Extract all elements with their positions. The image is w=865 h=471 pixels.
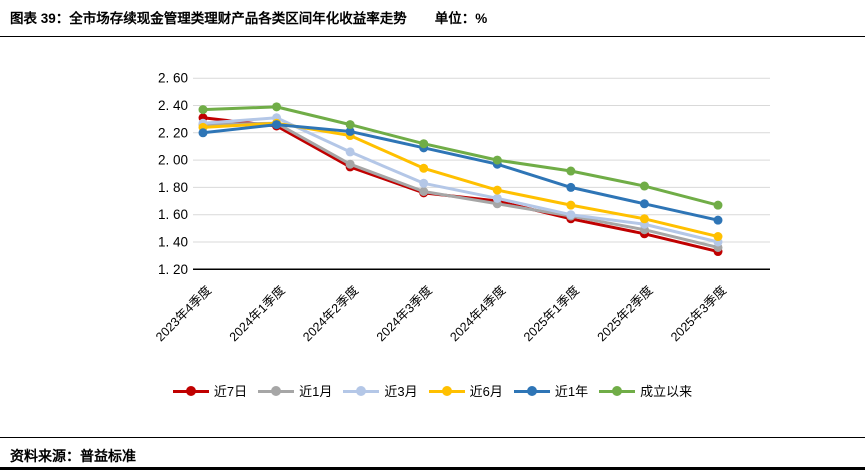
- series-line: [201, 123, 720, 222]
- series-3: [198, 118, 723, 242]
- data-point-marker: [492, 185, 502, 195]
- data-point-marker: [639, 181, 649, 191]
- legend-item-1y: 近1年: [513, 381, 589, 400]
- series-line: [201, 116, 720, 244]
- source-note: 资料来源：普益标准: [10, 448, 136, 464]
- x-tick-label: 2024年3季度: [373, 282, 435, 344]
- legend-label: 近3月: [384, 384, 418, 399]
- data-point-marker: [713, 200, 723, 210]
- y-tick-label: 1. 20: [158, 262, 188, 277]
- source-divider: [0, 437, 865, 438]
- legend-label: 近1年: [554, 384, 589, 399]
- data-point-marker: [639, 199, 649, 209]
- y-tick-label: 1. 80: [158, 180, 188, 195]
- x-tick-label: 2025年3季度: [667, 282, 729, 344]
- legend-marker-icon: [513, 385, 550, 397]
- x-tick-label: 2025年2季度: [594, 282, 656, 344]
- data-point-marker: [492, 193, 502, 203]
- legend-item-7d: 近7日: [172, 381, 248, 400]
- x-tick-label: 2024年1季度: [226, 282, 288, 344]
- data-point-marker: [345, 159, 355, 169]
- y-tick-label: 1. 40: [158, 235, 188, 250]
- legend-label: 近1月: [299, 384, 333, 399]
- series-2: [198, 113, 723, 247]
- x-axis-labels: 2023年4季度 2024年1季度 2024年2季度 2024年3季度 2024年4季度…: [152, 282, 729, 344]
- data-point-marker: [713, 232, 723, 242]
- y-tick-label: 2. 00: [158, 153, 188, 168]
- data-point-marker: [566, 166, 576, 176]
- series-line: [201, 121, 720, 249]
- data-point-marker: [198, 105, 208, 115]
- data-point-marker: [419, 139, 429, 149]
- legend-marker-icon: [172, 385, 209, 397]
- figure-title: 图表 39：全市场存续现金管理类理财产品各类区间年化收益率走势 单位：%: [10, 7, 487, 27]
- data-point-marker: [198, 128, 208, 138]
- data-point-marker: [345, 126, 355, 136]
- x-tick-label: 2025年1季度: [520, 282, 582, 344]
- x-tick-label: 2024年2季度: [300, 282, 362, 344]
- x-tick-label: 2023年4季度: [152, 282, 214, 344]
- data-point-marker: [492, 155, 502, 165]
- y-tick-label: 2. 20: [158, 125, 188, 140]
- figure-title-text: 图表 39：全市场存续现金管理类理财产品各类区间年化收益率走势: [10, 11, 407, 26]
- data-point-marker: [272, 120, 282, 130]
- legend-marker-icon: [258, 385, 295, 397]
- data-point-marker: [566, 200, 576, 210]
- chart-legend: 近7日 近1月 近3月 近6月 近1年 成立以来: [0, 381, 865, 400]
- title-divider: [0, 36, 865, 37]
- x-tick-label: 2024年4季度: [447, 282, 509, 344]
- legend-label: 近7日: [213, 384, 248, 399]
- data-point-marker: [639, 214, 649, 224]
- y-tick-label: 1. 60: [158, 207, 188, 222]
- legend-item-6m: 近6月: [428, 381, 503, 400]
- data-point-marker: [566, 182, 576, 192]
- legend-label: 成立以来: [640, 384, 693, 399]
- data-point-marker: [272, 102, 282, 112]
- data-point-marker: [713, 215, 723, 225]
- data-point-marker: [345, 147, 355, 157]
- series-4: [198, 120, 723, 225]
- legend-item-since-inception: 成立以来: [599, 381, 692, 400]
- data-point-marker: [419, 163, 429, 173]
- legend-marker-icon: [599, 385, 636, 397]
- series-5: [198, 102, 723, 210]
- legend-marker-icon: [343, 385, 380, 397]
- figure-unit-label: 单位：%: [434, 11, 488, 26]
- data-point-marker: [419, 178, 429, 188]
- legend-marker-icon: [428, 385, 465, 397]
- y-tick-label: 2. 60: [158, 71, 188, 86]
- legend-item-3m: 近3月: [343, 381, 418, 400]
- data-point-marker: [345, 120, 355, 130]
- line-chart: 1. 20 1. 40 1. 60 1. 80 2. 00 2. 20 2. 40 2. 60…: [152, 71, 770, 344]
- legend-label: 近6月: [469, 384, 503, 399]
- y-axis-labels: 1. 20 1. 40 1. 60 1. 80 2. 00 2. 20 2. 40 2. 60: [158, 71, 188, 277]
- y-tick-label: 2. 40: [158, 98, 188, 113]
- legend-item-1m: 近1月: [258, 381, 332, 400]
- series-line: [201, 105, 720, 207]
- bottom-border: [0, 467, 865, 470]
- data-point-marker: [419, 186, 429, 196]
- data-point-marker: [566, 210, 576, 220]
